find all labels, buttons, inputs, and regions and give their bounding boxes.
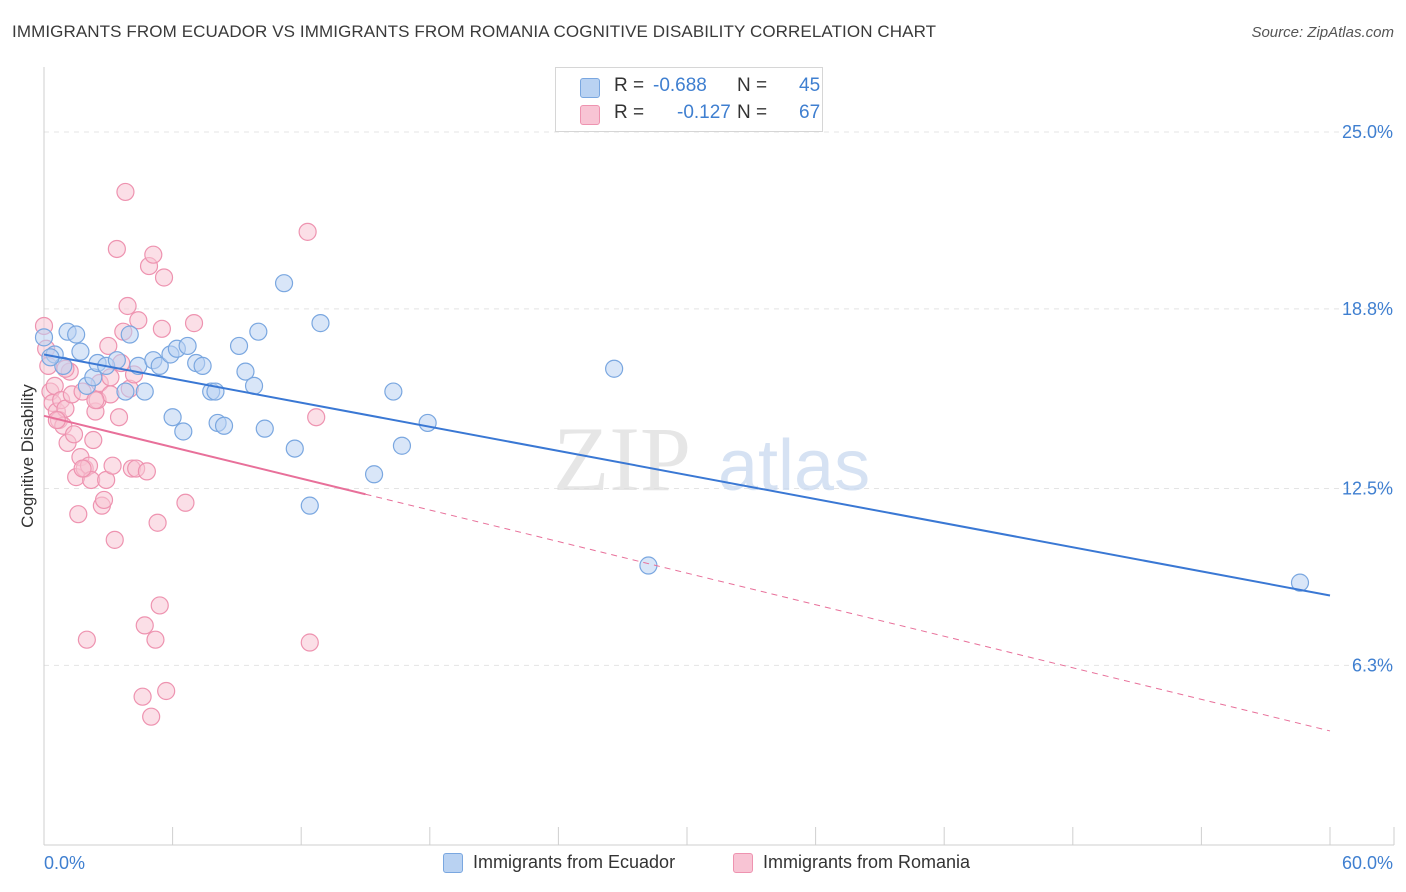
romania-point bbox=[73, 459, 92, 478]
romania-trend-line bbox=[43, 414, 366, 496]
ecuador-point bbox=[392, 436, 412, 455]
y-tick-label: 18.8% bbox=[1342, 299, 1393, 319]
ecuador-point bbox=[163, 408, 182, 427]
romania-point bbox=[146, 630, 165, 649]
romania-point bbox=[307, 408, 326, 427]
romania-point bbox=[144, 245, 163, 264]
romania-point bbox=[107, 239, 126, 259]
romania-point bbox=[154, 268, 174, 287]
n-value: 45 bbox=[799, 75, 821, 96]
watermark-atlas: atlas bbox=[718, 426, 870, 506]
ecuador-point bbox=[174, 422, 193, 441]
romania-legend-label: Immigrants from Romania bbox=[763, 852, 971, 872]
ecuador-point bbox=[274, 274, 294, 293]
n-label: N = bbox=[737, 102, 768, 123]
romania-point bbox=[77, 630, 96, 649]
n-value: 67 bbox=[799, 102, 821, 123]
romania-points bbox=[34, 182, 326, 726]
romania-point bbox=[298, 222, 317, 241]
y-tick-label: 6.3% bbox=[1352, 655, 1393, 675]
ecuador-point bbox=[249, 322, 268, 341]
trend-lines bbox=[43, 353, 1331, 732]
ecuador-point bbox=[418, 413, 437, 433]
ecuador-point bbox=[236, 362, 255, 381]
x-tick-label: 0.0% bbox=[44, 853, 85, 873]
romania-point bbox=[103, 456, 122, 475]
romania-point bbox=[129, 311, 148, 330]
romania-point bbox=[148, 513, 167, 532]
ecuador-point bbox=[120, 325, 139, 344]
ecuador-point bbox=[67, 325, 86, 344]
romania-point bbox=[137, 462, 156, 481]
romania-swatch bbox=[580, 105, 600, 125]
ecuador-trend-line bbox=[43, 353, 1331, 597]
x-tick-label: 60.0% bbox=[1342, 853, 1393, 873]
ecuador-swatch bbox=[580, 78, 600, 98]
r-value: -0.127 bbox=[677, 102, 731, 123]
ecuador-point bbox=[229, 336, 249, 356]
watermark-zip: ZIP bbox=[553, 408, 691, 510]
y-tick-label: 25.0% bbox=[1342, 122, 1393, 142]
romania-legend-swatch bbox=[733, 853, 753, 873]
ecuador-point bbox=[135, 382, 154, 401]
r-label: R = bbox=[614, 102, 645, 123]
n-label: N = bbox=[737, 75, 768, 96]
y-tick-label: 12.5% bbox=[1342, 479, 1393, 499]
r-value: -0.688 bbox=[653, 75, 707, 96]
romania-point bbox=[109, 408, 129, 427]
romania-point bbox=[184, 314, 204, 333]
romania-point bbox=[300, 633, 319, 652]
ecuador-legend-swatch bbox=[443, 853, 463, 873]
ecuador-point bbox=[34, 328, 54, 347]
ecuador-point bbox=[178, 336, 197, 356]
romania-point bbox=[64, 425, 84, 444]
romania-point bbox=[94, 490, 114, 510]
ecuador-point bbox=[605, 359, 624, 378]
ecuador-point bbox=[255, 419, 274, 438]
chart-title: IMMIGRANTS FROM ECUADOR VS IMMIGRANTS FR… bbox=[12, 22, 937, 41]
axes bbox=[43, 67, 1395, 846]
correlation-legend: R = -0.688 N = 45 R = -0.127 N = 67 bbox=[555, 67, 823, 132]
ecuador-point bbox=[193, 356, 212, 375]
romania-point bbox=[133, 687, 152, 706]
romania-point bbox=[135, 616, 154, 635]
ecuador-legend-label: Immigrants from Ecuador bbox=[473, 852, 676, 872]
romania-point bbox=[116, 182, 135, 202]
romania-point bbox=[86, 391, 105, 410]
y-axis-label: Cognitive Disability bbox=[18, 384, 37, 528]
ecuador-point bbox=[150, 356, 169, 375]
ecuador-point bbox=[364, 465, 384, 484]
ecuador-point bbox=[311, 314, 330, 333]
romania-trend-line bbox=[365, 493, 1331, 732]
romania-point bbox=[152, 319, 171, 338]
romania-point bbox=[99, 336, 118, 356]
romania-point bbox=[84, 430, 103, 450]
ecuador-point bbox=[116, 382, 135, 401]
source-credit: Source: ZipAtlas.com bbox=[1251, 24, 1394, 41]
ecuador-points bbox=[34, 274, 1310, 592]
ecuador-point bbox=[214, 416, 234, 435]
romania-point bbox=[105, 530, 124, 549]
romania-point bbox=[118, 296, 137, 316]
romania-point bbox=[69, 505, 88, 524]
tick-labels: 6.3% 12.5% 18.8% 25.0% 0.0% 60.0% bbox=[44, 122, 1393, 873]
r-label: R = bbox=[614, 75, 645, 96]
ecuador-point bbox=[285, 439, 304, 458]
romania-point bbox=[157, 681, 176, 701]
romania-point bbox=[142, 707, 161, 726]
ecuador-point bbox=[384, 382, 403, 401]
gridlines bbox=[44, 131, 1394, 666]
ecuador-point bbox=[300, 496, 319, 515]
ecuador-point bbox=[1290, 573, 1310, 592]
ecuador-point bbox=[71, 342, 90, 361]
romania-point bbox=[150, 596, 169, 615]
romania-point bbox=[176, 493, 195, 512]
